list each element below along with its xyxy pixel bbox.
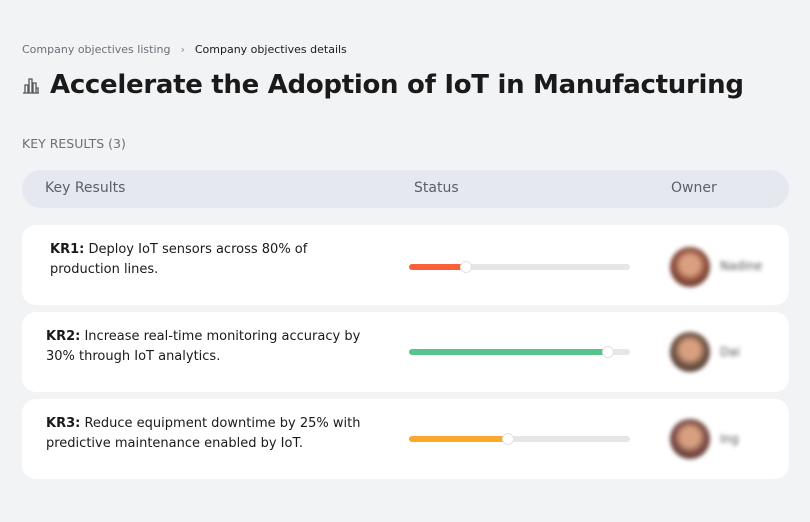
table-row[interactable]: KR1: Deploy IoT sensors across 80% of pr…	[22, 225, 789, 305]
progress-handle[interactable]	[502, 433, 515, 445]
owner-name: Dai	[720, 345, 740, 359]
progress-bar[interactable]	[409, 433, 630, 445]
key-result-id: KR3:	[46, 416, 81, 431]
progress-bar[interactable]	[409, 261, 630, 273]
breadcrumb-current: Company objectives details	[194, 43, 347, 56]
progress-fill	[409, 264, 467, 270]
owner-name: Ing	[720, 432, 739, 446]
header-status: Status	[414, 180, 459, 196]
key-result-text: KR2: Increase real-time monitoring accur…	[46, 327, 366, 367]
page-title: Accelerate the Adoption of IoT in Manufa…	[50, 70, 744, 100]
key-result-description: Reduce equipment downtime by 25% with pr…	[46, 416, 361, 451]
progress-fill	[409, 349, 608, 355]
key-result-description: Increase real-time monitoring accuracy b…	[46, 329, 361, 364]
key-result-id: KR1:	[50, 242, 85, 257]
header-key-results: Key Results	[45, 180, 126, 196]
breadcrumb-parent-link[interactable]: Company objectives listing	[22, 43, 171, 56]
owner-name: Nadine	[720, 259, 763, 273]
building-chart-icon	[23, 78, 39, 94]
key-result-text: KR3: Reduce equipment downtime by 25% wi…	[46, 414, 366, 454]
progress-handle[interactable]	[601, 346, 614, 358]
breadcrumb: Company objectives listing › Company obj…	[22, 43, 347, 56]
key-results-count: KEY RESULTS (3)	[22, 136, 126, 151]
table-row[interactable]: KR3: Reduce equipment downtime by 25% wi…	[22, 399, 789, 479]
header-owner: Owner	[671, 180, 717, 196]
key-result-text: KR1: Deploy IoT sensors across 80% of pr…	[50, 240, 370, 280]
owner-avatar	[670, 419, 710, 459]
page-header: Accelerate the Adoption of IoT in Manufa…	[22, 70, 744, 100]
owner-avatar	[670, 332, 710, 372]
breadcrumb-separator: ›	[180, 43, 185, 56]
owner-avatar	[670, 247, 710, 287]
table-header: Key Results Status Owner	[22, 170, 789, 208]
progress-handle[interactable]	[460, 261, 473, 273]
progress-fill	[409, 436, 509, 442]
table-row[interactable]: KR2: Increase real-time monitoring accur…	[22, 312, 789, 392]
progress-bar[interactable]	[409, 346, 630, 358]
key-result-id: KR2:	[46, 329, 81, 344]
key-result-description: Deploy IoT sensors across 80% of product…	[50, 242, 308, 277]
